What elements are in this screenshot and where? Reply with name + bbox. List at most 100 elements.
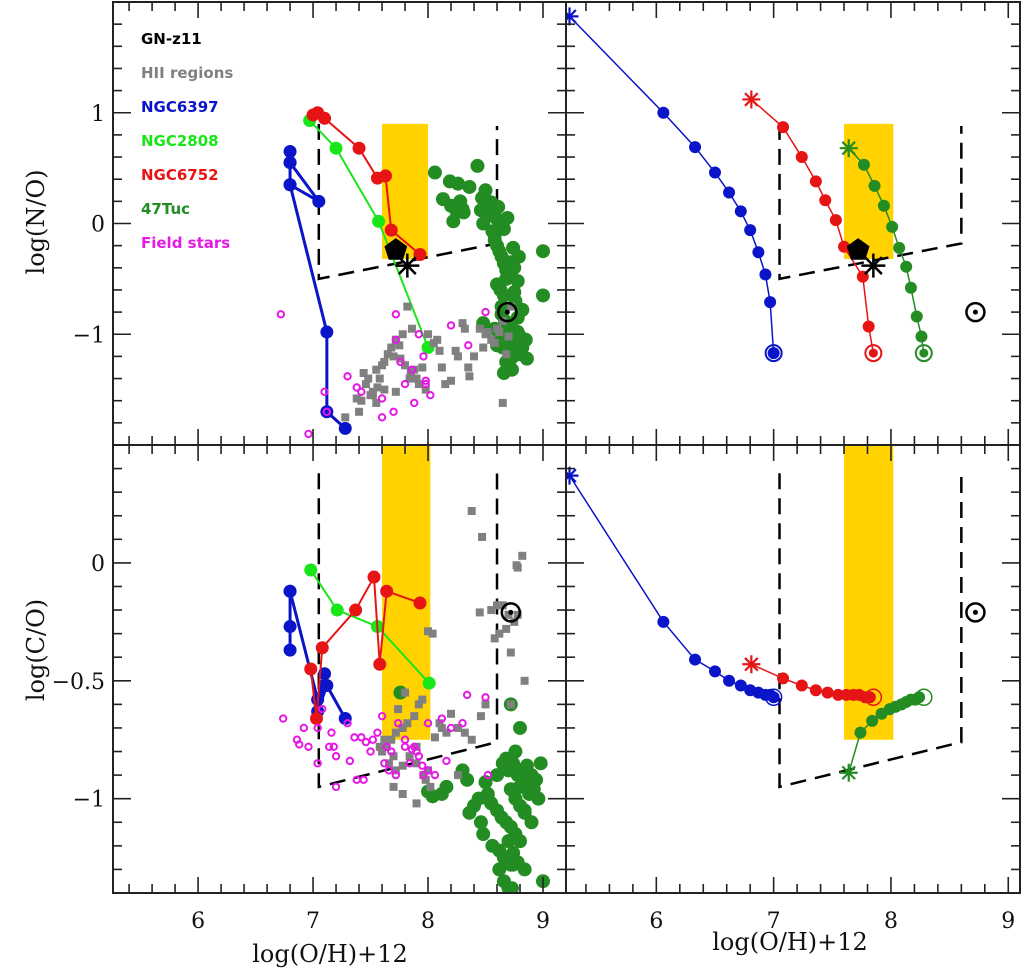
data-point <box>795 151 808 164</box>
data-point <box>413 596 427 610</box>
data-ring <box>366 747 375 756</box>
data-ring <box>400 379 410 389</box>
data-ring <box>464 341 473 350</box>
series-ngc6397-model <box>566 466 783 707</box>
data-ring <box>352 775 361 785</box>
data-square <box>498 398 507 407</box>
data-square <box>414 380 423 389</box>
legend-entry: Field stars <box>141 234 230 252</box>
data-square <box>467 507 476 516</box>
data-point <box>320 325 334 339</box>
end-ring <box>764 344 783 363</box>
end-dot <box>868 348 878 358</box>
series-ngc6752-model <box>742 655 883 707</box>
data-square <box>470 352 479 361</box>
data-square <box>430 733 439 742</box>
gnz11-asterisk-ray <box>863 256 883 275</box>
plot-area <box>278 445 551 893</box>
data-point <box>470 158 485 173</box>
data-point <box>915 330 928 343</box>
data-ring <box>419 770 428 780</box>
data-point <box>283 643 297 657</box>
data-square <box>437 723 446 732</box>
series-47tuc <box>393 685 551 893</box>
start-asterisk-ray <box>566 9 577 22</box>
data-point <box>795 679 808 692</box>
legend-entry: NGC2808 <box>141 132 219 150</box>
data-ring <box>418 761 427 770</box>
data-point <box>500 210 515 225</box>
data-ring <box>331 752 341 761</box>
data-square <box>378 747 387 756</box>
data-point <box>283 584 297 598</box>
data-square <box>437 363 446 372</box>
data-square <box>364 374 373 383</box>
x-tick-label: 9 <box>536 909 550 934</box>
data-square <box>475 608 484 617</box>
data-ring <box>421 376 430 385</box>
data-square <box>479 343 488 352</box>
data-square <box>498 601 507 610</box>
end-dot <box>769 348 779 358</box>
data-square <box>464 363 473 372</box>
data-point <box>338 712 352 726</box>
data-square <box>424 766 433 775</box>
data-point <box>517 803 532 818</box>
series-ngc6752 <box>306 106 427 262</box>
sun-symbol <box>965 602 986 623</box>
legend: GN-z11 HII regions NGC6397 NGC2808 NGC6752 47… <box>141 30 233 252</box>
plot-area <box>566 7 986 363</box>
data-point <box>913 691 926 704</box>
data-square <box>341 413 350 422</box>
data-ring <box>377 413 387 422</box>
data-point <box>900 260 913 273</box>
end-ring <box>914 344 933 363</box>
data-square <box>475 324 484 333</box>
sun-symbol-dot <box>972 309 978 315</box>
panel-top-right <box>565 1 1021 446</box>
data-point <box>283 620 297 634</box>
xlabel-right: log(O/H)+12 <box>712 928 868 956</box>
data-square <box>476 712 485 721</box>
start-asterisk <box>566 7 579 26</box>
data-ring <box>382 742 391 752</box>
data-point <box>476 216 491 231</box>
data-square <box>412 759 421 768</box>
data-square <box>380 735 389 744</box>
data-ring <box>327 728 336 737</box>
data-square <box>495 629 504 638</box>
data-ring <box>391 310 401 319</box>
legend-entry: NGC6752 <box>141 166 219 184</box>
series-line <box>309 569 430 684</box>
data-ring <box>446 723 456 733</box>
data-square <box>398 330 407 339</box>
data-point <box>503 857 518 872</box>
data-point <box>777 121 790 134</box>
data-point <box>449 204 464 219</box>
data-point <box>893 241 906 254</box>
data-square <box>518 551 527 560</box>
data-ring <box>414 752 424 761</box>
data-ring <box>331 782 341 792</box>
data-square <box>478 532 487 541</box>
data-point <box>352 141 366 155</box>
data-square <box>504 332 513 341</box>
data-point <box>509 332 524 347</box>
gnz11-pentagon <box>384 238 408 260</box>
data-point <box>910 310 923 323</box>
data-ring <box>343 372 352 381</box>
data-square <box>380 385 389 394</box>
data-point <box>304 662 318 676</box>
data-square <box>506 648 515 657</box>
data-ring <box>391 335 401 344</box>
series-47tuc-model <box>839 688 933 782</box>
data-square <box>372 398 381 407</box>
sun-symbol-ring <box>965 602 986 623</box>
data-point <box>723 674 736 687</box>
legend-entry: HII regions <box>141 64 233 82</box>
data-point <box>320 679 334 693</box>
data-ring <box>421 379 430 389</box>
series-ngc6397 <box>283 145 352 435</box>
data-ring <box>423 719 433 728</box>
data-ring <box>320 387 329 397</box>
